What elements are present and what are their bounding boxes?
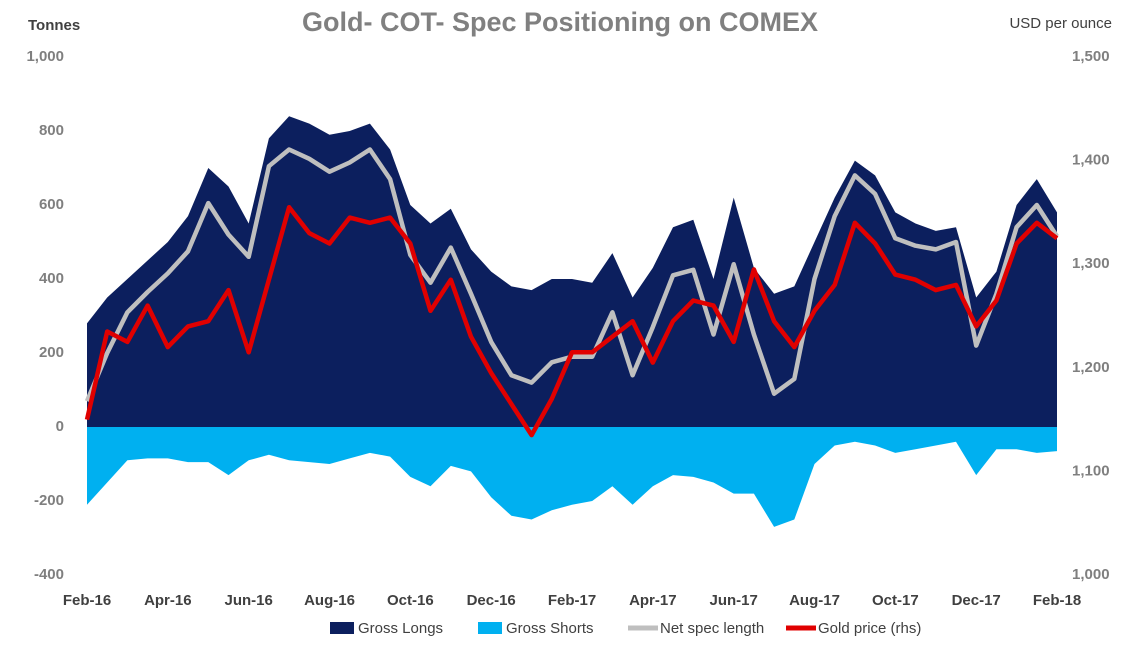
x-tick-label: Feb-18 bbox=[1033, 592, 1081, 609]
y2-tick-label: 1,400 bbox=[1072, 152, 1110, 169]
y2-tick-label: 1,500 bbox=[1072, 48, 1110, 65]
legend-label: Gross Longs bbox=[358, 620, 443, 637]
y2-tick-label: 1,300 bbox=[1072, 255, 1110, 272]
x-tick-label: Aug-17 bbox=[789, 592, 840, 609]
x-tick-label: Feb-17 bbox=[548, 592, 596, 609]
y-tick-label: 400 bbox=[39, 270, 64, 287]
y2-axis-label: USD per ounce bbox=[1009, 15, 1112, 32]
y-tick-label: 200 bbox=[39, 344, 64, 361]
area bbox=[87, 116, 1057, 427]
legend-label: Gross Shorts bbox=[506, 620, 594, 637]
y-tick-label: 800 bbox=[39, 122, 64, 139]
legend-label: Gold price (rhs) bbox=[818, 620, 921, 637]
y-tick-label: 600 bbox=[39, 196, 64, 213]
x-tick-label: Oct-17 bbox=[872, 592, 919, 609]
y-tick-label: 0 bbox=[56, 418, 64, 435]
legend-swatch bbox=[478, 622, 502, 634]
x-tick-label: Dec-16 bbox=[467, 592, 516, 609]
legend-swatch bbox=[330, 622, 354, 634]
x-tick-label: Dec-17 bbox=[952, 592, 1001, 609]
x-tick-label: Jun-16 bbox=[224, 592, 272, 609]
y2-tick-label: 1,100 bbox=[1072, 462, 1110, 479]
x-tick-label: Oct-16 bbox=[387, 592, 434, 609]
legend-label: Net spec length bbox=[660, 620, 764, 637]
y-tick-label: 1,000 bbox=[26, 48, 64, 65]
x-tick-label: Aug-16 bbox=[304, 592, 355, 609]
x-tick-label: Jun-17 bbox=[709, 592, 757, 609]
x-tick-label: Apr-17 bbox=[629, 592, 677, 609]
x-tick-label: Feb-16 bbox=[63, 592, 111, 609]
y-tick-label: -400 bbox=[34, 566, 64, 583]
y-axis-label: Tonnes bbox=[28, 17, 80, 34]
y2-tick-label: 1,200 bbox=[1072, 359, 1110, 376]
chart-title: Gold- COT- Spec Positioning on COMEX bbox=[302, 7, 818, 37]
y-tick-label: -200 bbox=[34, 492, 64, 509]
y2-tick-label: 1,000 bbox=[1072, 566, 1110, 583]
x-tick-label: Apr-16 bbox=[144, 592, 192, 609]
line bbox=[84, 204, 1059, 438]
area bbox=[87, 427, 1057, 527]
